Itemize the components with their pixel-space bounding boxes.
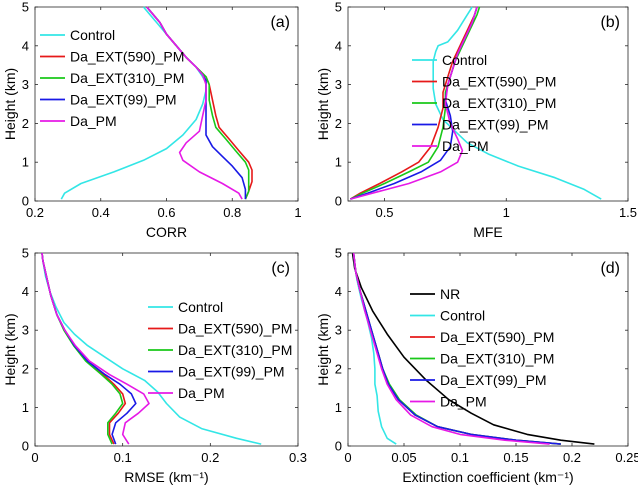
y-tick-label: 5: [335, 246, 342, 261]
series-line-3: [352, 252, 561, 445]
series-line-2: [352, 252, 561, 445]
x-tick-label: 0: [344, 450, 351, 465]
y-tick-label: 1: [22, 155, 29, 170]
legend-entry: Da_EXT(310)_PM: [70, 70, 184, 86]
x-tick-label: 0.8: [223, 205, 241, 220]
y-tick-label: 1: [335, 155, 342, 170]
series-line-3: [41, 252, 137, 445]
y-tick-label: 1: [335, 400, 342, 415]
legend-entry: Da_EXT(310)_PM: [440, 351, 554, 367]
series-line-1: [41, 252, 127, 445]
x-tick-label: 0.2: [563, 450, 581, 465]
x-axis-label: RMSE (km⁻¹): [124, 469, 208, 485]
legend-entry: Da_EXT(590)_PM: [70, 49, 184, 65]
legend-entry: NR: [440, 286, 460, 302]
axes-box: [34, 252, 299, 447]
x-tick-label: 0.3: [289, 450, 307, 465]
x-tick-label: 0.5: [375, 205, 393, 220]
x-axis-label: MFE: [473, 224, 503, 240]
y-tick-label: 3: [335, 77, 342, 92]
y-tick-label: 0: [22, 194, 29, 209]
y-axis-label: Height (km): [315, 313, 331, 385]
series-line-0: [351, 252, 595, 445]
y-tick-label: 5: [335, 0, 342, 15]
series-line-4: [41, 252, 150, 445]
series-line-0: [432, 6, 602, 200]
x-tick-label: 0.1: [114, 450, 132, 465]
y-axis-label: Height (km): [2, 313, 18, 385]
y-tick-label: 4: [22, 284, 29, 299]
y-tick-label: 5: [22, 0, 29, 15]
series-line-2: [41, 252, 124, 445]
y-tick-label: 2: [22, 116, 29, 131]
legend-entry: Da_EXT(99)_PM: [178, 364, 285, 380]
y-tick-label: 2: [22, 361, 29, 376]
panel-label: (d): [600, 260, 620, 277]
x-tick-label: 1: [294, 205, 301, 220]
axes-box: [347, 252, 629, 447]
y-tick-label: 2: [335, 361, 342, 376]
legend-entry: Control: [70, 27, 115, 43]
legend-entry: Da_PM: [440, 394, 487, 410]
legend-entry: Da_EXT(99)_PM: [70, 92, 177, 108]
legend-entry: Da_EXT(99)_PM: [442, 117, 549, 133]
panel-label: (b): [600, 14, 620, 31]
axes-box: [347, 6, 629, 202]
panel-2: 0 0.1 0.2 0.3 0 1 2 3 4 5 RMSE (km⁻¹) Height (km) (c…: [2, 246, 307, 486]
panel-0: 0.2 0.4 0.6 0.8 1 0 1 2 3 4 5 CORR Height (km) (a) Con…: [2, 0, 302, 240]
series-line-4: [350, 6, 478, 200]
x-tick-label: 0.2: [201, 450, 219, 465]
x-tick-label: 0.25: [615, 450, 638, 465]
x-tick-label: 0.6: [157, 205, 175, 220]
x-tick-label: 1.5: [619, 205, 637, 220]
legend-entry: Da_EXT(99)_PM: [440, 372, 547, 388]
y-tick-label: 4: [335, 284, 342, 299]
legend-entry: Control: [178, 299, 223, 315]
y-tick-label: 3: [22, 323, 29, 338]
legend-entry: Da_PM: [70, 113, 117, 129]
x-tick-label: 0: [31, 450, 38, 465]
legend-entry: Da_EXT(310)_PM: [442, 95, 556, 111]
series-line-5: [352, 252, 550, 445]
y-tick-label: 0: [335, 194, 342, 209]
y-tick-label: 4: [22, 38, 29, 53]
x-tick-label: 0.1: [451, 450, 469, 465]
y-tick-label: 0: [22, 439, 29, 454]
legend-entry: Control: [442, 52, 487, 68]
legend-entry: Da_EXT(590)_PM: [442, 74, 556, 90]
y-tick-label: 0: [335, 439, 342, 454]
panel-label: (a): [270, 14, 290, 31]
legend-entry: Da_EXT(590)_PM: [178, 321, 292, 337]
y-axis-label: Height (km): [315, 68, 331, 140]
y-tick-label: 3: [22, 77, 29, 92]
x-tick-label: 0.2: [26, 205, 44, 220]
y-tick-label: 5: [22, 246, 29, 261]
x-tick-label: 1: [503, 205, 510, 220]
series-line-1: [349, 6, 478, 200]
legend-entry: Da_PM: [178, 385, 225, 401]
series-line-4: [352, 252, 561, 445]
y-axis-label: Height (km): [2, 68, 18, 140]
panel-label: (c): [271, 260, 290, 277]
panel-1: 0.5 1 1.5 0 1 2 3 4 5 MFE Height (km) (b) Control Da_…: [315, 0, 637, 240]
y-tick-label: 4: [335, 38, 342, 53]
series-line-4: [146, 6, 243, 200]
y-tick-label: 2: [335, 116, 342, 131]
y-tick-label: 1: [22, 400, 29, 415]
series-line-2: [350, 6, 481, 200]
x-axis-label: CORR: [146, 224, 187, 240]
x-tick-label: 0.05: [391, 450, 416, 465]
legend-entry: Da_EXT(310)_PM: [178, 342, 292, 358]
x-axis-label: Extinction coefficient (km⁻¹): [402, 469, 573, 485]
legend-entry: Da_PM: [442, 138, 489, 154]
legend-entry: Da_EXT(590)_PM: [440, 329, 554, 345]
y-tick-label: 3: [335, 323, 342, 338]
x-tick-label: 0.4: [92, 205, 110, 220]
x-tick-label: 0.15: [503, 450, 528, 465]
panel-3: 0 0.05 0.1 0.15 0.2 0.25 0 1 2 3 4 5 Extinction coef…: [315, 246, 638, 486]
legend-entry: Control: [440, 308, 485, 324]
